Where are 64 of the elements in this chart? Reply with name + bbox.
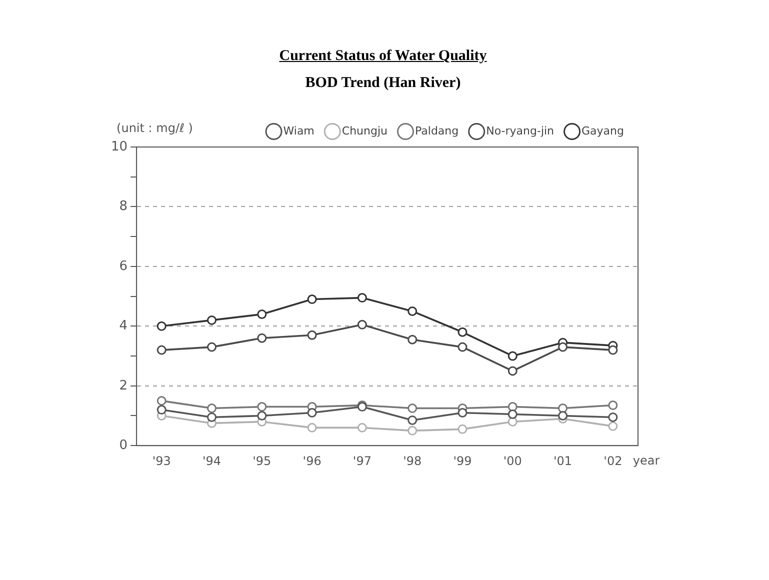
x-tick-label: '95	[252, 454, 272, 468]
point	[508, 351, 518, 361]
point	[608, 345, 618, 355]
point	[257, 410, 267, 420]
x-tick-label: '93	[152, 454, 171, 468]
point	[458, 424, 468, 434]
point	[608, 400, 618, 410]
legend-label: No-ryang-jin	[486, 124, 554, 138]
legend-label: Paldang	[415, 124, 459, 138]
point	[508, 366, 518, 376]
point	[257, 309, 267, 319]
y-tick-label: 2	[119, 378, 128, 394]
point	[357, 320, 367, 330]
x-tick-label: '00	[503, 454, 522, 468]
point	[307, 422, 317, 432]
chart-subtitle: BOD Trend (Han River)	[304, 75, 462, 92]
point	[458, 342, 468, 352]
point	[156, 405, 166, 415]
point	[608, 412, 618, 422]
x-tick-label: '01	[553, 454, 572, 468]
point	[207, 315, 217, 325]
point	[307, 408, 317, 418]
x-tick-label: '98	[403, 454, 422, 468]
point	[558, 410, 568, 420]
point	[257, 402, 267, 412]
point	[357, 422, 367, 432]
point	[207, 342, 217, 352]
x-tick-label: '99	[453, 454, 472, 468]
point	[408, 415, 418, 425]
point	[156, 345, 166, 355]
y-tick-label: 0	[119, 438, 128, 453]
x-tick-label: '02	[604, 454, 622, 468]
point	[207, 412, 217, 422]
y-axis-title: (unit : mg/ℓ )	[116, 121, 193, 136]
x-tick-label: '96	[302, 454, 322, 468]
point	[558, 342, 568, 352]
x-tick-label: '97	[352, 454, 372, 468]
point	[508, 409, 518, 419]
x-tick-label: '94	[202, 454, 222, 468]
point	[156, 396, 166, 406]
point	[608, 421, 618, 431]
point	[207, 404, 217, 414]
point	[307, 330, 317, 340]
y-tick-label: 10	[110, 139, 128, 154]
x-axis-title: year	[632, 454, 660, 468]
point	[408, 334, 418, 344]
y-tick-label: 4	[119, 318, 128, 334]
point	[257, 333, 267, 343]
legend-label: Wiam	[283, 124, 314, 138]
point	[156, 321, 166, 331]
point	[408, 426, 418, 436]
y-tick-label: 8	[119, 199, 128, 214]
point	[558, 404, 568, 414]
legend-label: Gayang	[582, 124, 624, 138]
point	[357, 293, 367, 303]
y-tick-label: 6	[119, 258, 128, 274]
point	[307, 294, 317, 304]
point	[508, 402, 518, 412]
point	[458, 327, 468, 337]
point	[408, 306, 418, 316]
legend-label: Chungju	[342, 124, 388, 138]
point	[458, 408, 468, 418]
chart-title: Current Status of Water Quality	[278, 48, 488, 65]
point	[408, 404, 418, 414]
